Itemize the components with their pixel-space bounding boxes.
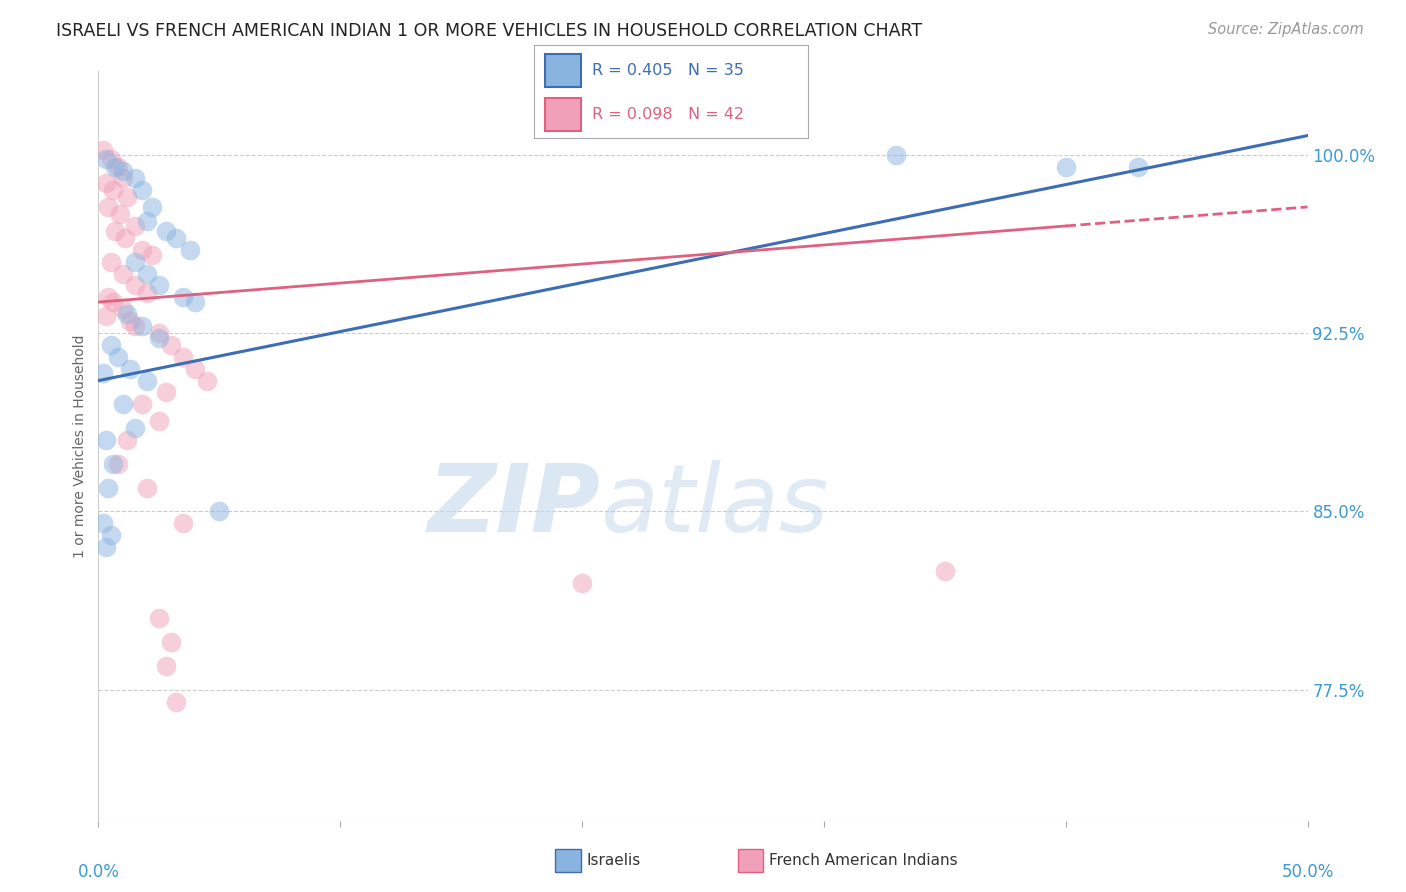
Point — [104, 160, 127, 174]
Point — [141, 247, 163, 261]
Point — [184, 361, 207, 376]
Point — [135, 214, 157, 228]
Point — [91, 143, 114, 157]
Point — [97, 481, 120, 495]
Point — [148, 611, 170, 625]
Point — [135, 285, 157, 300]
Point — [148, 414, 170, 428]
Point — [160, 338, 183, 352]
Point — [124, 219, 146, 233]
Point — [124, 318, 146, 333]
Point — [124, 254, 146, 268]
Point — [100, 338, 122, 352]
Point — [111, 267, 134, 281]
Point — [131, 397, 153, 411]
Point — [117, 190, 139, 204]
Point — [111, 164, 134, 178]
Point — [172, 290, 194, 304]
Text: 0.0%: 0.0% — [77, 863, 120, 881]
Text: ZIP: ZIP — [427, 460, 600, 552]
Point — [124, 278, 146, 293]
Point — [165, 231, 187, 245]
Point — [135, 374, 157, 388]
Point — [148, 326, 170, 340]
Point — [208, 504, 231, 518]
Text: Source: ZipAtlas.com: Source: ZipAtlas.com — [1208, 22, 1364, 37]
Point — [100, 528, 122, 542]
Point — [101, 183, 124, 197]
Point — [111, 171, 134, 186]
Point — [184, 295, 207, 310]
Point — [94, 176, 117, 190]
Point — [165, 695, 187, 709]
Point — [195, 374, 218, 388]
Text: French American Indians: French American Indians — [769, 854, 957, 868]
Point — [114, 231, 136, 245]
Point — [1054, 160, 1077, 174]
Point — [107, 350, 129, 364]
Point — [135, 267, 157, 281]
Point — [135, 481, 157, 495]
Point — [97, 200, 120, 214]
Point — [131, 183, 153, 197]
Point — [155, 385, 177, 400]
Point — [117, 307, 139, 321]
Point — [111, 397, 134, 411]
Point — [148, 331, 170, 345]
Point — [141, 200, 163, 214]
Point — [91, 516, 114, 531]
Point — [111, 302, 134, 317]
Point — [131, 243, 153, 257]
Point — [94, 433, 117, 447]
Point — [94, 540, 117, 554]
Point — [107, 160, 129, 174]
Point — [101, 457, 124, 471]
Point — [571, 575, 593, 590]
Point — [172, 350, 194, 364]
Point — [118, 314, 141, 328]
Point — [124, 171, 146, 186]
Point — [155, 224, 177, 238]
Point — [179, 243, 201, 257]
Point — [118, 361, 141, 376]
Point — [1128, 160, 1150, 174]
FancyBboxPatch shape — [546, 98, 581, 131]
Point — [107, 457, 129, 471]
Text: atlas: atlas — [600, 460, 828, 551]
Point — [100, 254, 122, 268]
Point — [101, 295, 124, 310]
Point — [155, 659, 177, 673]
Point — [104, 224, 127, 238]
Point — [934, 564, 956, 578]
Point — [124, 421, 146, 435]
Text: 50.0%: 50.0% — [1281, 863, 1334, 881]
Point — [94, 310, 117, 324]
Point — [172, 516, 194, 531]
Text: R = 0.098   N = 42: R = 0.098 N = 42 — [592, 107, 744, 122]
Point — [886, 147, 908, 161]
Text: R = 0.405   N = 35: R = 0.405 N = 35 — [592, 63, 744, 78]
Point — [94, 153, 117, 167]
Point — [117, 433, 139, 447]
Point — [97, 290, 120, 304]
Point — [108, 207, 131, 221]
Point — [148, 278, 170, 293]
Point — [160, 635, 183, 649]
Y-axis label: 1 or more Vehicles in Household: 1 or more Vehicles in Household — [73, 334, 87, 558]
Text: Israelis: Israelis — [586, 854, 641, 868]
FancyBboxPatch shape — [546, 54, 581, 87]
Point — [100, 153, 122, 167]
Text: ISRAELI VS FRENCH AMERICAN INDIAN 1 OR MORE VEHICLES IN HOUSEHOLD CORRELATION CH: ISRAELI VS FRENCH AMERICAN INDIAN 1 OR M… — [56, 22, 922, 40]
Point — [91, 367, 114, 381]
Point — [131, 318, 153, 333]
